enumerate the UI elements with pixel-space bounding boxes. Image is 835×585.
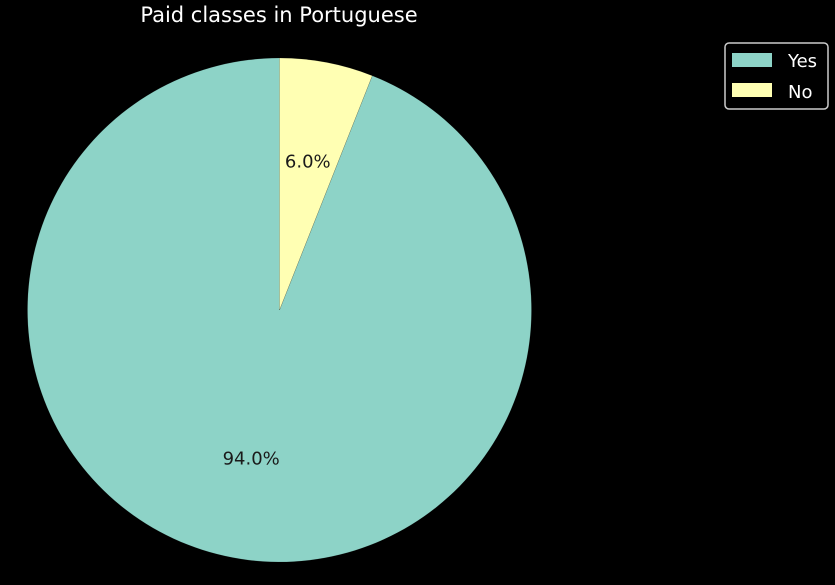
percent-label-yes: 94.0%	[223, 449, 280, 470]
legend-label-no: No	[788, 82, 812, 103]
chart-title: Paid classes in Portuguese	[140, 3, 417, 27]
legend-swatch-no	[732, 83, 772, 97]
legend: Yes No	[724, 42, 829, 110]
pie-slice-yes	[27, 57, 532, 563]
legend-label-yes: Yes	[787, 51, 817, 72]
pie-slice-no	[279, 57, 373, 311]
percent-label-no: 6.0%	[285, 152, 331, 173]
pie-slices	[27, 57, 532, 563]
legend-swatch-yes	[732, 53, 772, 67]
percent-labels: 94.0% 6.0%	[223, 152, 331, 470]
